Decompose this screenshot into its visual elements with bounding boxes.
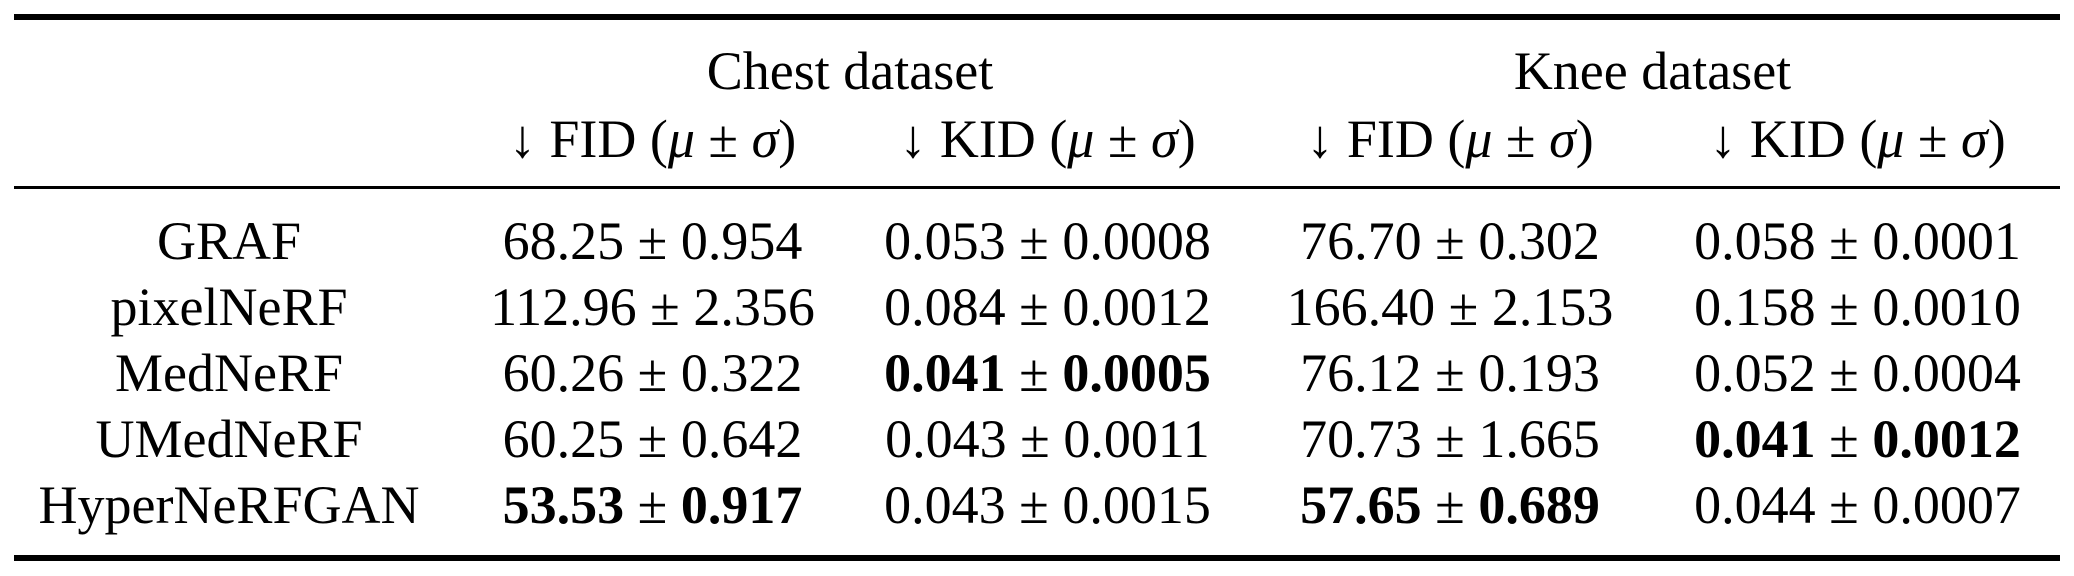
- cell-std: 0.0010: [1872, 277, 2021, 337]
- cell-mean: 0.158: [1694, 277, 1816, 337]
- top-rule: [14, 14, 2060, 20]
- cell-std: 2.153: [1491, 277, 1614, 337]
- cell-mean: 166.40: [1286, 277, 1436, 337]
- metric-header-knee-fid: ↓ FID (μ ± σ): [1306, 109, 1594, 169]
- bottom-rule: [14, 555, 2060, 561]
- cell-pm: ±: [624, 343, 681, 403]
- cell-mean: 0.043: [885, 409, 1007, 469]
- table-cell: 53.53 ± 0.917: [455, 478, 850, 532]
- cell-pm: ±: [1421, 343, 1479, 403]
- table-cell: 76.12 ± 0.193: [1245, 346, 1655, 400]
- cell-mean: 76.70: [1300, 211, 1422, 271]
- cell-std: 0.0007: [1872, 475, 2021, 535]
- cell-mean: 53.53: [502, 475, 625, 535]
- cell-std: 0.642: [680, 409, 803, 469]
- table-cell: 57.65 ± 0.689: [1245, 478, 1655, 532]
- table-cell: 68.25 ± 0.954: [455, 214, 850, 268]
- cell-std: 0.689: [1478, 475, 1600, 535]
- cell-pm: ±: [1815, 343, 1873, 403]
- cell-pm: ±: [1006, 409, 1064, 469]
- table-cell: 60.25 ± 0.642: [455, 412, 850, 466]
- table-cell: 0.041 ± 0.0012: [1655, 412, 2060, 466]
- cell-mean: 0.058: [1694, 211, 1816, 271]
- cell-mean: 60.26: [502, 343, 625, 403]
- metric-header-chest-kid: ↓ KID (μ ± σ): [899, 109, 1196, 169]
- cell-std: 0.917: [680, 475, 803, 535]
- table-cell: 0.044 ± 0.0007: [1655, 478, 2060, 532]
- cell-mean: 0.084: [884, 277, 1006, 337]
- cell-pm: ±: [1815, 277, 1873, 337]
- cell-std: 1.665: [1478, 409, 1600, 469]
- cell-mean: 0.053: [884, 211, 1006, 271]
- table-cell: 70.73 ± 1.665: [1245, 412, 1655, 466]
- cell-pm: ±: [1005, 211, 1063, 271]
- cell-std: 0.0008: [1062, 211, 1211, 271]
- method-name: UMedNeRF: [95, 409, 363, 469]
- table-cell: 0.084 ± 0.0012: [850, 280, 1245, 334]
- cell-pm: ±: [1435, 277, 1492, 337]
- table-cell: 60.26 ± 0.322: [455, 346, 850, 400]
- table-cell: 0.053 ± 0.0008: [850, 214, 1245, 268]
- table-cell: 0.158 ± 0.0010: [1655, 280, 2060, 334]
- metric-header-chest-fid: ↓ FID (μ ± σ): [508, 109, 797, 169]
- metric-header-knee-kid: ↓ KID (μ ± σ): [1709, 109, 2006, 169]
- cell-std: 0.322: [680, 343, 803, 403]
- cell-mean: 0.041: [1694, 409, 1816, 469]
- cell-pm: ±: [1421, 475, 1479, 535]
- group-header-chest: Chest dataset: [706, 41, 994, 101]
- table-cell: 76.70 ± 0.302: [1245, 214, 1655, 268]
- cell-std: 0.193: [1478, 343, 1600, 403]
- cell-pm: ±: [1005, 343, 1063, 403]
- cell-std: 0.0012: [1872, 409, 2021, 469]
- cell-mean: 0.041: [884, 343, 1006, 403]
- cell-pm: ±: [1421, 409, 1479, 469]
- table-cell: 0.058 ± 0.0001: [1655, 214, 2060, 268]
- cell-pm: ±: [1815, 211, 1873, 271]
- table-cell: 166.40 ± 2.153: [1245, 280, 1655, 334]
- cell-pm: ±: [1815, 409, 1873, 469]
- method-name: MedNeRF: [115, 343, 343, 403]
- cell-pm: ±: [636, 277, 694, 337]
- group-header-knee: Knee dataset: [1513, 41, 1792, 101]
- cell-pm: ±: [1005, 475, 1063, 535]
- cell-std: 0.954: [680, 211, 803, 271]
- cell-pm: ±: [624, 475, 681, 535]
- table-cell: 0.043 ± 0.0015: [850, 478, 1245, 532]
- cell-pm: ±: [1815, 475, 1873, 535]
- cell-pm: ±: [1421, 211, 1479, 271]
- table-cell: 0.043 ± 0.0011: [850, 412, 1245, 466]
- cell-std: 0.0005: [1062, 343, 1211, 403]
- cell-mean: 0.052: [1694, 343, 1816, 403]
- cell-mean: 76.12: [1300, 343, 1422, 403]
- cell-std: 2.356: [693, 277, 815, 337]
- cell-std: 0.0015: [1062, 475, 1211, 535]
- cell-mean: 57.65: [1300, 475, 1422, 535]
- table-cell: 0.041 ± 0.0005: [850, 346, 1245, 400]
- cell-mean: 0.044: [1694, 475, 1816, 535]
- cell-std: 0.302: [1478, 211, 1600, 271]
- header-rule: [14, 186, 2060, 189]
- cell-std: 0.0004: [1872, 343, 2021, 403]
- cell-mean: 68.25: [502, 211, 625, 271]
- cell-mean: 0.043: [884, 475, 1006, 535]
- cell-pm: ±: [624, 409, 681, 469]
- cell-std: 0.0011: [1063, 409, 1210, 469]
- cell-std: 0.0012: [1062, 277, 1211, 337]
- cell-mean: 70.73: [1300, 409, 1422, 469]
- table-cell: 112.96 ± 2.356: [455, 280, 850, 334]
- table-cell: 0.052 ± 0.0004: [1655, 346, 2060, 400]
- cell-mean: 112.96: [490, 277, 637, 337]
- method-name: HyperNeRFGAN: [38, 475, 420, 535]
- cell-mean: 60.25: [502, 409, 625, 469]
- method-name: pixelNeRF: [110, 277, 348, 337]
- cell-pm: ±: [624, 211, 681, 271]
- cell-pm: ±: [1005, 277, 1063, 337]
- cell-std: 0.0001: [1872, 211, 2021, 271]
- method-name: GRAF: [156, 211, 302, 271]
